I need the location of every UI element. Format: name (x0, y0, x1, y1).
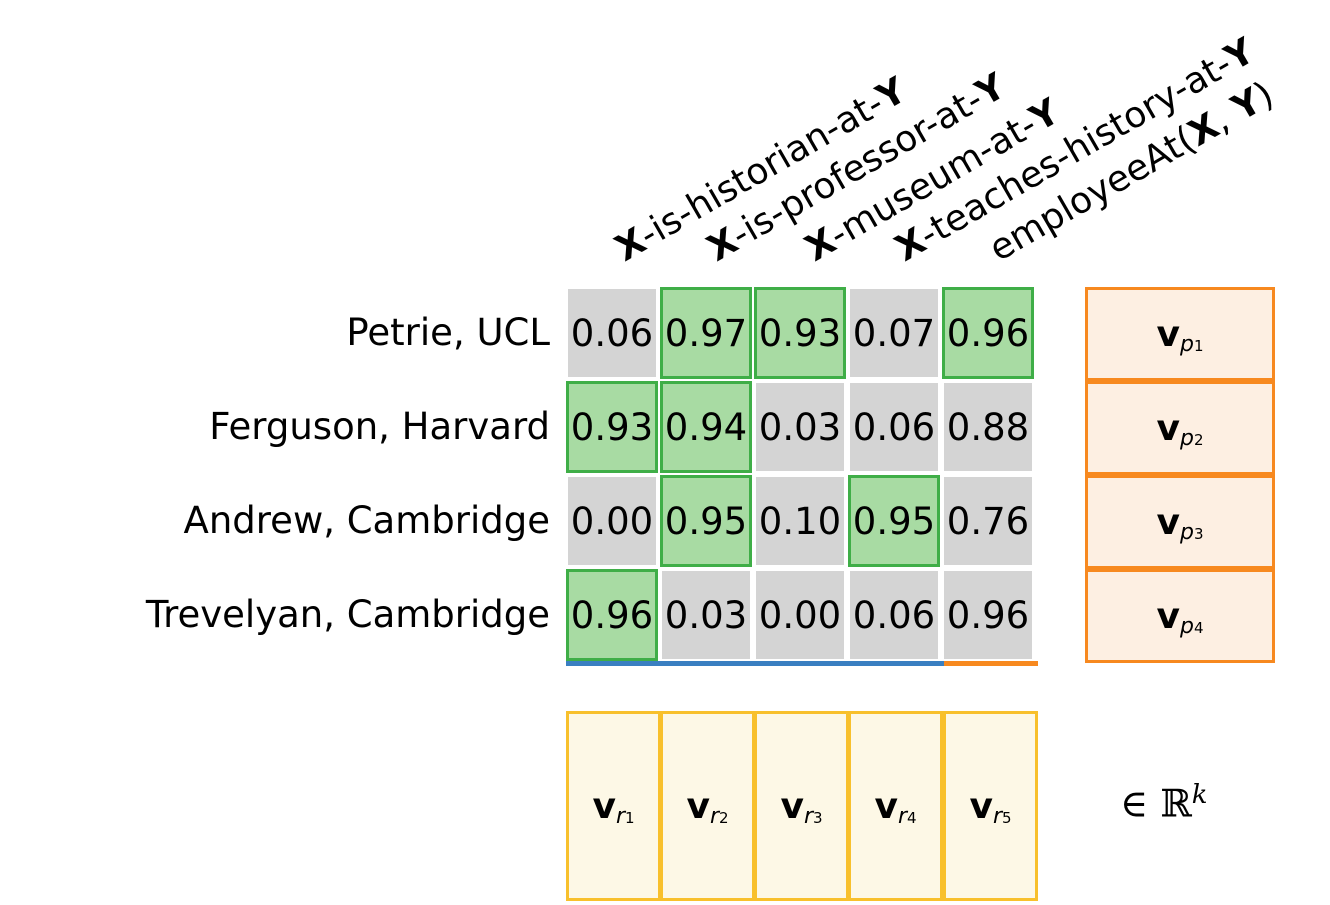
matrix-cell: 0.76 (942, 475, 1034, 567)
relation-vector: v r1 (566, 711, 661, 901)
row-label: Andrew, Cambridge (183, 499, 550, 542)
matrix-cell: 0.96 (942, 287, 1034, 379)
row-label: Petrie, UCL (346, 311, 550, 354)
matrix-cell: 0.88 (942, 381, 1034, 473)
matrix-cell: 0.00 (566, 475, 658, 567)
matrix-cell: 0.96 (566, 569, 658, 661)
relation-vector: v r4 (848, 711, 943, 901)
matrix-cell: 0.95 (848, 475, 940, 567)
matrix-cell: 0.06 (848, 569, 940, 661)
matrix-cell: 0.93 (566, 381, 658, 473)
row-label: Ferguson, Harvard (209, 405, 550, 448)
surface-pattern-underline (566, 661, 944, 666)
matrix-cell: 0.93 (754, 287, 846, 379)
pair-vector: v p2 (1085, 381, 1275, 475)
pair-vector: v p4 (1085, 569, 1275, 663)
matrix-cell: 0.94 (660, 381, 752, 473)
matrix-cell: 0.06 (566, 287, 658, 379)
matrix-cell: 0.95 (660, 475, 752, 567)
relation-vector: v r2 (660, 711, 755, 901)
kb-relation-underline (944, 661, 1038, 666)
pair-vector: v p3 (1085, 475, 1275, 569)
row-label: Trevelyan, Cambridge (145, 593, 550, 636)
matrix-cell: 0.10 (754, 475, 846, 567)
matrix-cell: 0.97 (660, 287, 752, 379)
matrix-cell: 0.06 (848, 381, 940, 473)
matrix-cell: 0.07 (848, 287, 940, 379)
matrix-cell: 0.00 (754, 569, 846, 661)
relation-vector: v r3 (754, 711, 849, 901)
matrix-cell: 0.96 (942, 569, 1034, 661)
pair-vector: v p1 (1085, 287, 1275, 381)
matrix-cell: 0.03 (660, 569, 752, 661)
real-space-membership: ∈ ℝk (1120, 780, 1208, 826)
relation-vector: v r5 (943, 711, 1038, 901)
matrix-cell: 0.03 (754, 381, 846, 473)
